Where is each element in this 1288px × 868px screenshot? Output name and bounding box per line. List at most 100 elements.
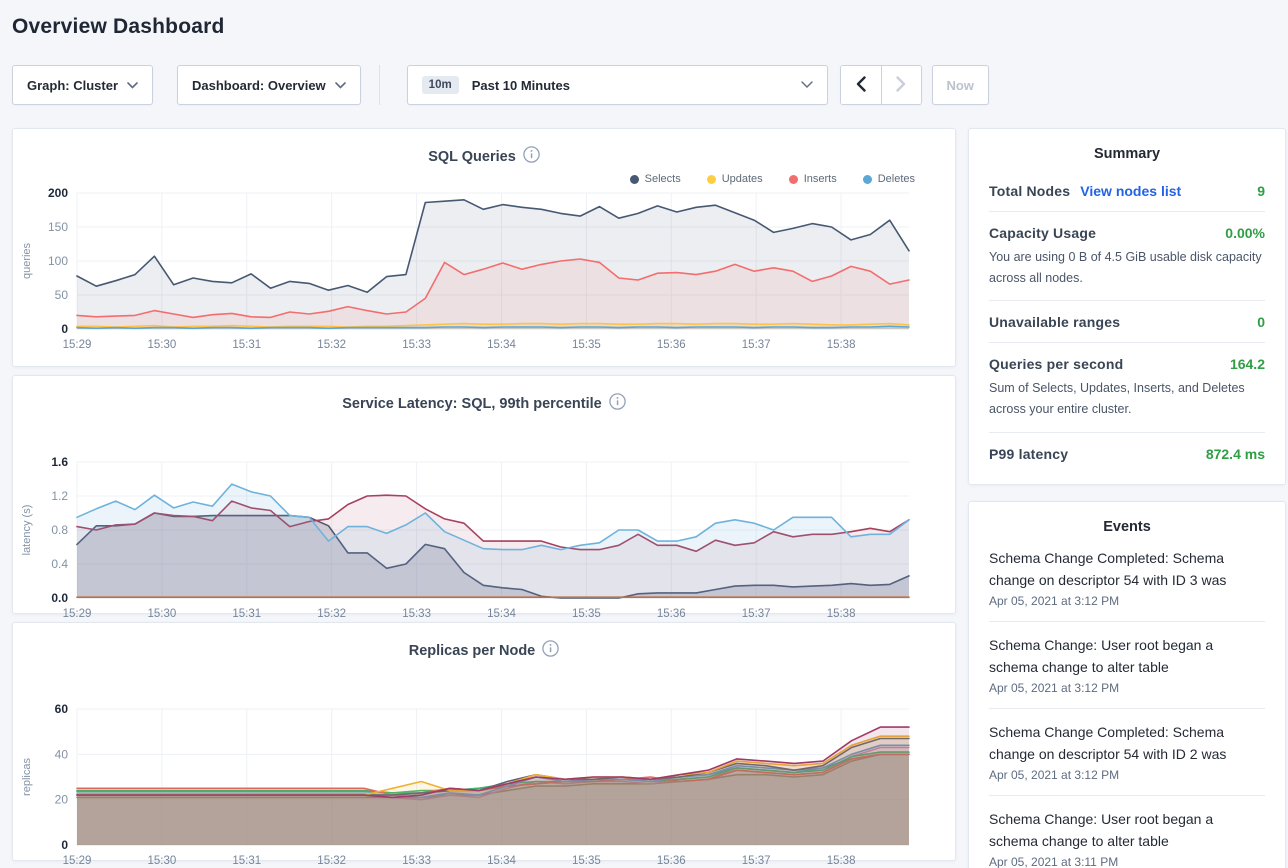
svg-text:15:32: 15:32	[317, 608, 346, 620]
chevron-down-icon	[800, 81, 813, 89]
svg-text:15:31: 15:31	[232, 855, 261, 867]
capacity-label: Capacity Usage	[989, 225, 1097, 241]
legend-label: Updates	[721, 173, 763, 185]
total-nodes-label: Total Nodes	[989, 183, 1071, 199]
service-latency-chart-card: Service Latency: SQL, 99th percentile 15…	[12, 375, 956, 620]
svg-text:15:29: 15:29	[63, 608, 92, 620]
svg-text:1.2: 1.2	[51, 489, 68, 503]
page-title: Overview Dashboard	[12, 15, 225, 38]
legend-dot-icon	[862, 174, 872, 184]
sql-queries-chart[interactable]: 15:29 15:30 15:31 15:32 15:33 15:34 15:35 15:36…	[13, 185, 957, 361]
legend-item-deletes: Deletes	[862, 173, 915, 185]
legend-item-updates: Updates	[706, 173, 763, 185]
svg-text:15:37: 15:37	[742, 339, 771, 351]
dashboard-dropdown[interactable]: Dashboard: Overview	[177, 65, 361, 105]
time-back-button[interactable]	[840, 66, 881, 104]
event-item[interactable]: Schema Change Completed: Schema change o…	[989, 547, 1265, 621]
legend-item-selects: Selects	[629, 173, 681, 185]
event-item[interactable]: Schema Change: User root began a schema …	[989, 808, 1265, 868]
chevron-left-icon	[856, 75, 866, 95]
svg-text:15:34: 15:34	[487, 608, 516, 620]
chart-header: Replicas per Node	[13, 640, 955, 662]
svg-text:15:36: 15:36	[657, 339, 686, 351]
sidebar: Summary Total Nodes View nodes list 9 Ca…	[968, 128, 1286, 868]
legend-label: Inserts	[803, 173, 837, 185]
chart-legend: Selects Updates Inserts Deletes	[629, 173, 915, 185]
svg-text:1.6: 1.6	[51, 455, 68, 469]
event-message: Schema Change Completed: Schema change o…	[989, 549, 1227, 588]
svg-text:15:38: 15:38	[827, 608, 856, 620]
event-item[interactable]: Schema Change: User root began a schema …	[989, 634, 1265, 708]
event-item[interactable]: Schema Change Completed: Schema change o…	[989, 721, 1265, 795]
legend-dot-icon	[706, 174, 716, 184]
svg-text:15:33: 15:33	[402, 608, 431, 620]
svg-text:100: 100	[48, 254, 68, 268]
svg-text:15:35: 15:35	[572, 608, 601, 620]
legend-label: Deletes	[877, 173, 915, 185]
svg-text:15:35: 15:35	[572, 855, 601, 867]
service-latency-chart[interactable]: 15:29 15:30 15:31 15:32 15:33 15:34 15:35 15:36…	[13, 454, 957, 630]
event-timestamp: Apr 05, 2021 at 3:12 PM	[989, 768, 1120, 783]
svg-text:queries: queries	[21, 242, 33, 279]
divider	[989, 620, 1265, 622]
time-range-picker[interactable]: 10m Past 10 Minutes	[406, 65, 828, 105]
divider	[989, 300, 1265, 302]
replicas-per-node-chart[interactable]: 15:29 15:30 15:31 15:32 15:33 15:34 15:35 15:36…	[13, 701, 957, 868]
chart-header: Service Latency: SQL, 99th percentile	[13, 393, 955, 415]
svg-text:0: 0	[61, 322, 68, 336]
sql-queries-chart-card: SQL Queries Selects Updates Inserts Deletes…	[12, 128, 956, 367]
qps-label: Queries per second	[989, 356, 1124, 373]
svg-text:0.4: 0.4	[51, 557, 68, 571]
svg-text:15:29: 15:29	[63, 339, 92, 351]
events-title: Events	[1103, 518, 1151, 535]
main-content: SQL Queries Selects Updates Inserts Deletes…	[12, 128, 1288, 868]
time-nav-buttons	[839, 65, 922, 105]
divider	[989, 795, 1265, 797]
time-range-badge: 10m	[421, 76, 459, 94]
divider	[989, 211, 1265, 212]
svg-text:15:37: 15:37	[742, 855, 771, 867]
svg-text:0.0: 0.0	[51, 591, 68, 605]
view-nodes-list-link[interactable]: View nodes list	[1080, 183, 1182, 199]
unavailable-ranges-label: Unavailable ranges	[989, 314, 1121, 331]
svg-text:40: 40	[55, 747, 69, 761]
svg-text:15:31: 15:31	[232, 339, 261, 351]
svg-text:15:32: 15:32	[317, 855, 346, 867]
legend-item-inserts: Inserts	[788, 173, 837, 185]
summary-title: Summary	[1093, 146, 1161, 162]
capacity-description: You are using 0 B of 4.5 GiB usable disk…	[989, 250, 1262, 285]
dashboard-dropdown-label: Dashboard: Overview	[192, 77, 326, 93]
chevron-down-icon	[127, 81, 138, 89]
time-forward-button[interactable]	[880, 66, 921, 104]
divider	[989, 342, 1265, 344]
p99-latency-label: P99 latency	[989, 445, 1069, 462]
svg-text:15:34: 15:34	[487, 339, 516, 351]
info-icon[interactable]	[523, 146, 540, 168]
event-message: Schema Change: User root began a schema …	[989, 636, 1214, 675]
now-button[interactable]: Now	[931, 65, 989, 105]
svg-text:60: 60	[55, 702, 69, 716]
event-message: Schema Change: User root began a schema …	[989, 811, 1214, 850]
legend-label: Selects	[644, 173, 681, 185]
qps-value: 164.2	[1229, 356, 1265, 373]
summary-row-total-nodes: Total Nodes View nodes list 9	[989, 170, 1265, 211]
legend-dot-icon	[629, 174, 639, 184]
svg-text:20: 20	[55, 793, 69, 807]
svg-text:15:30: 15:30	[148, 339, 177, 351]
svg-text:15:38: 15:38	[827, 855, 856, 867]
svg-text:0: 0	[61, 838, 68, 852]
svg-text:latency (s): latency (s)	[21, 505, 33, 556]
charts-column: SQL Queries Selects Updates Inserts Deletes…	[12, 128, 956, 868]
graph-dropdown[interactable]: Graph: Cluster	[12, 65, 154, 105]
svg-text:150: 150	[48, 220, 68, 234]
info-icon[interactable]	[609, 393, 626, 415]
legend-dot-icon	[788, 174, 798, 184]
info-icon[interactable]	[542, 640, 559, 662]
summary-panel: Summary Total Nodes View nodes list 9 Ca…	[968, 128, 1286, 485]
svg-text:15:33: 15:33	[402, 339, 431, 351]
event-timestamp: Apr 05, 2021 at 3:12 PM	[989, 593, 1120, 608]
svg-text:15:38: 15:38	[827, 339, 856, 351]
event-message: Schema Change Completed: Schema change o…	[989, 723, 1227, 763]
capacity-value: 0.00%	[1225, 225, 1265, 241]
